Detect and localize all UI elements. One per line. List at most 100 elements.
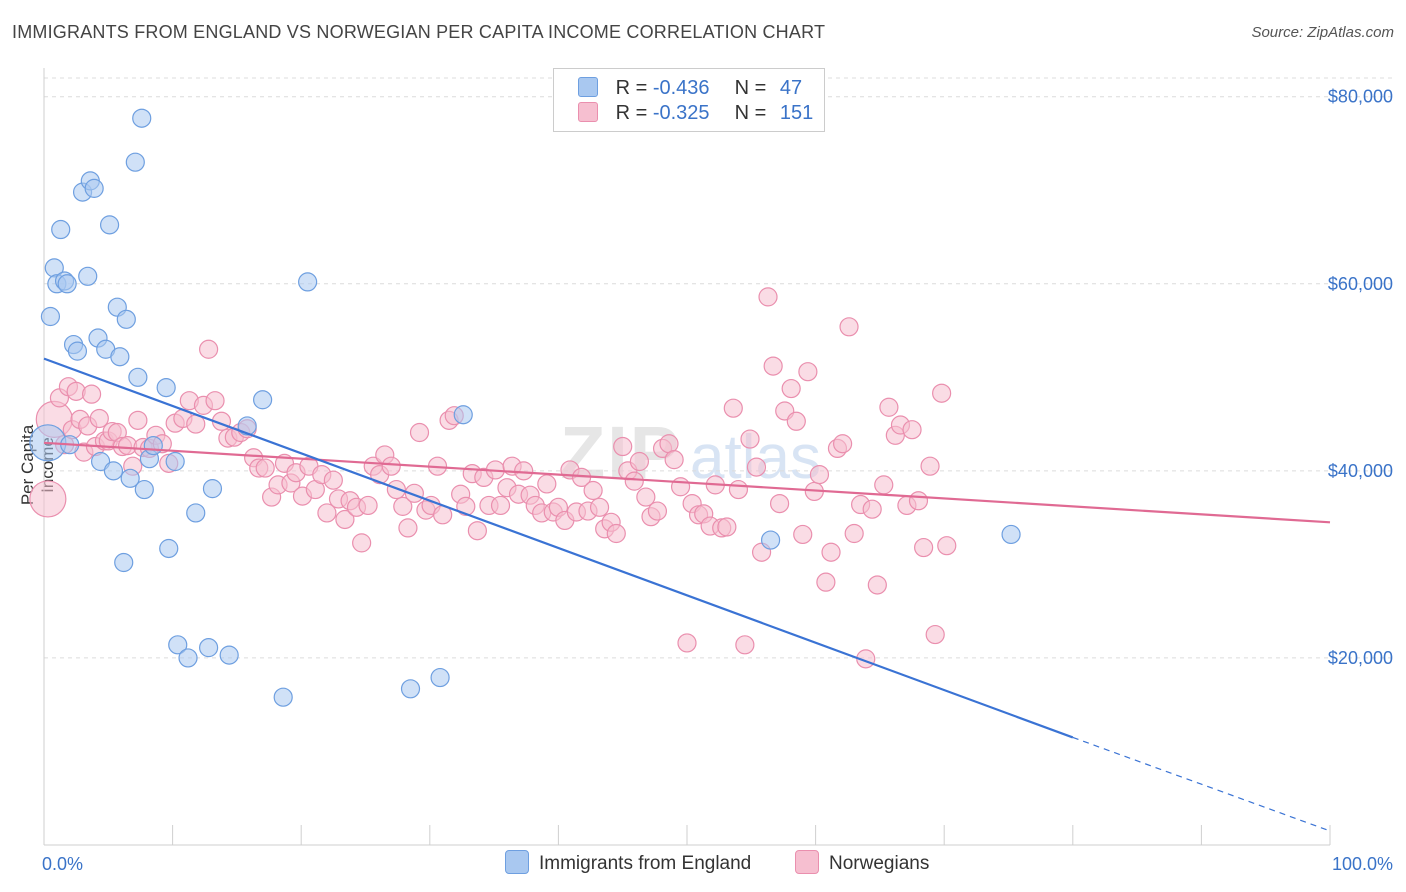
norwegians-point <box>844 523 864 544</box>
norwegians-point <box>514 461 534 481</box>
england-swatch <box>578 76 598 97</box>
norwegians-legend-swatch <box>795 850 819 874</box>
england-point <box>103 461 124 481</box>
norwegians-point <box>809 464 830 485</box>
norwegians-point <box>386 479 406 500</box>
y-tick-label: $80,000 <box>1328 87 1393 107</box>
england-point <box>186 503 206 523</box>
y-tick-labels: $20,000 $40,000 $60,000 $80,000 <box>1328 87 1393 668</box>
norwegians-point <box>393 496 413 516</box>
norwegians-point <box>335 509 355 530</box>
legend-n-label: N = <box>734 102 767 124</box>
norwegians-point <box>398 518 418 538</box>
england-point <box>199 638 219 658</box>
england-point <box>143 435 163 456</box>
england-point <box>51 219 71 240</box>
england-point <box>67 341 88 361</box>
norwegians-point <box>205 391 225 411</box>
norwegians-point <box>606 523 626 544</box>
legend-item-england: Immigrants from England <box>505 850 751 876</box>
norwegians-point <box>636 487 656 507</box>
norwegians-point <box>128 410 148 430</box>
norwegians-point <box>456 496 476 516</box>
england-point <box>430 667 450 688</box>
norwegians-swatch <box>578 101 598 122</box>
norwegians-point <box>723 398 743 418</box>
norwegians-point <box>821 542 841 562</box>
norwegians-points <box>29 287 957 669</box>
norwegians-point <box>589 497 610 517</box>
legend-row-england: R = -0.436 N = 47 <box>578 76 803 101</box>
norwegians-point <box>781 378 801 399</box>
norwegians-point <box>358 495 378 516</box>
norwegians-point <box>758 287 778 307</box>
england-point <box>78 266 98 286</box>
legend-r-value: -0.436 <box>652 77 710 99</box>
norwegians-point <box>908 491 929 511</box>
norwegians-point <box>862 499 882 519</box>
norwegians-point <box>740 429 760 449</box>
england-point <box>1001 524 1021 545</box>
legend-item-norwegians: Norwegians <box>795 850 930 876</box>
norwegians-point <box>717 517 737 537</box>
legend-r-label: R = <box>615 77 648 99</box>
norwegians-point <box>677 633 697 653</box>
norwegians-legend-label: Norwegians <box>829 853 930 875</box>
norwegians-point <box>659 434 679 454</box>
england-point <box>298 272 318 292</box>
england-point <box>273 687 293 707</box>
y-tick-label: $40,000 <box>1328 461 1393 481</box>
norwegians-point <box>769 493 790 514</box>
legend-r-value: -0.325 <box>652 102 710 124</box>
source-label: Source: ZipAtlas.com <box>1251 24 1394 41</box>
y-tick-label: $20,000 <box>1328 648 1393 668</box>
england-point <box>116 309 136 329</box>
norwegians-point <box>490 495 511 516</box>
norwegians-point <box>629 451 650 472</box>
england-point <box>253 390 273 410</box>
norwegians-point <box>199 339 219 359</box>
legend-n-value: 47 <box>779 77 803 99</box>
england-point <box>125 152 145 172</box>
norwegians-point <box>255 458 275 478</box>
norwegians-point <box>925 624 945 645</box>
england-trend-extension <box>1072 736 1331 832</box>
england-point <box>168 635 188 655</box>
england-point <box>40 306 61 327</box>
england-point <box>178 648 198 668</box>
norwegians-point <box>932 383 952 403</box>
norwegians-point <box>798 362 818 382</box>
norwegians-point <box>793 524 813 545</box>
norwegians-point <box>874 475 894 495</box>
watermark: ZIP atlas <box>560 411 821 494</box>
trend-lines <box>43 357 1331 832</box>
norwegians-point <box>537 474 557 494</box>
axes <box>43 68 1331 846</box>
norwegians-point <box>914 537 934 558</box>
england-point <box>453 405 473 425</box>
england-point <box>110 347 130 367</box>
norwegians-point <box>613 436 633 457</box>
legend-n-value: 151 <box>779 102 814 124</box>
england-legend-swatch <box>505 850 529 874</box>
england-point <box>202 479 223 499</box>
england-point <box>237 416 257 436</box>
england-point <box>159 538 179 559</box>
norwegians-point <box>728 479 749 500</box>
norwegians-point <box>816 572 836 592</box>
england-point <box>132 108 152 128</box>
norwegians-point <box>879 397 899 417</box>
legend-row-norwegians: R = -0.325 N = 151 <box>578 101 814 126</box>
norwegians-point <box>833 434 853 454</box>
norwegians-point <box>664 450 684 470</box>
stats-legend: R = -0.436 N = 47 R = -0.325 N = 151 <box>553 68 825 132</box>
england-point <box>120 468 140 488</box>
norwegians-point <box>735 635 755 655</box>
norwegians-point <box>409 422 430 443</box>
england-point <box>156 378 176 398</box>
england-point <box>114 552 134 573</box>
norwegians-point <box>624 471 644 491</box>
x-tick-label-min: 0.0% <box>42 854 83 874</box>
norwegians-point <box>902 420 922 440</box>
norwegians-point <box>29 480 67 518</box>
